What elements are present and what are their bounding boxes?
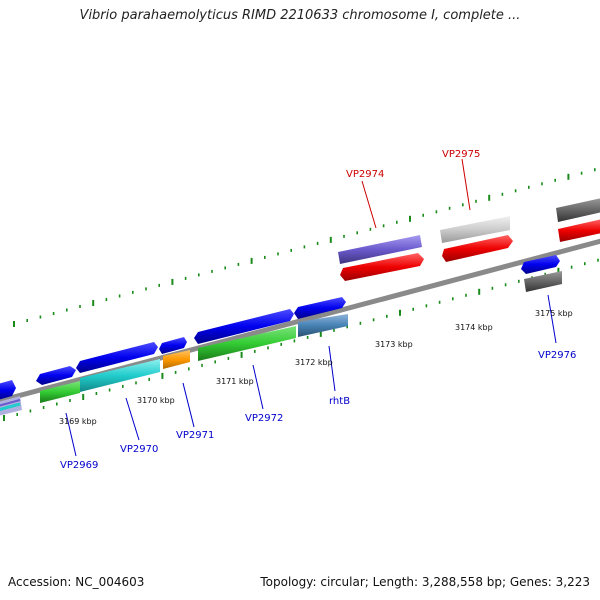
leader-lines bbox=[65, 158, 557, 457]
gene-blue-2[interactable] bbox=[76, 342, 158, 373]
gene-label-VP2972[interactable]: VP2972 bbox=[245, 413, 283, 424]
gene-partial-purple-left bbox=[0, 399, 21, 407]
gene-dark-right-lower[interactable] bbox=[524, 271, 562, 292]
tick-row-upper bbox=[13, 168, 596, 327]
gene-label-VP2976[interactable]: VP2976 bbox=[538, 350, 576, 361]
gene-rhtB[interactable] bbox=[298, 314, 348, 337]
kbp-label-3175: 3175 kbp bbox=[535, 309, 573, 318]
gene-label-VP2971[interactable]: VP2971 bbox=[176, 430, 214, 441]
gene-blue-4[interactable] bbox=[194, 309, 294, 344]
gene-VP2975[interactable] bbox=[442, 235, 513, 262]
kbp-label-3170: 3170 kbp bbox=[137, 396, 175, 405]
map-title: Vibrio parahaemolyticus RIMD 2210633 chr… bbox=[79, 8, 521, 23]
gene-label-VP2975[interactable]: VP2975 bbox=[442, 149, 480, 160]
gene-label-VP2969[interactable]: VP2969 bbox=[60, 460, 98, 471]
gene-blue-3[interactable] bbox=[159, 337, 187, 354]
gene-labels[interactable]: VP2969 VP2970 VP2971 VP2972 rhtB VP2974 … bbox=[60, 149, 576, 471]
gene-VP2969[interactable] bbox=[40, 381, 80, 403]
kbp-label-3172: 3172 kbp bbox=[295, 358, 333, 367]
kbp-label-3174: 3174 kbp bbox=[455, 323, 493, 332]
gene-dark-right-upper[interactable] bbox=[556, 198, 600, 222]
gene-red-right[interactable] bbox=[558, 219, 600, 242]
gene-VP2970[interactable] bbox=[80, 359, 160, 392]
gene-label-VP2970[interactable]: VP2970 bbox=[120, 444, 158, 455]
tick-row-lower bbox=[3, 258, 599, 421]
kbp-label-3173: 3173 kbp bbox=[375, 340, 413, 349]
gene-VP2974[interactable] bbox=[340, 253, 424, 281]
gene-label-rhtB[interactable]: rhtB bbox=[329, 396, 350, 407]
gene-VP2972[interactable] bbox=[198, 326, 296, 361]
gene-VP2976[interactable] bbox=[521, 255, 560, 274]
kbp-labels: 3169 kbp 3170 kbp 3171 kbp 3172 kbp 3173… bbox=[59, 309, 573, 426]
gene-blue-5[interactable] bbox=[294, 297, 346, 319]
gene-partial-cyan-left bbox=[0, 402, 21, 412]
topology-summary-text: Topology: circular; Length: 3,288,558 bp… bbox=[260, 575, 590, 589]
accession-text: Accession: NC_004603 bbox=[8, 575, 145, 589]
gene-purple-upper[interactable] bbox=[338, 235, 422, 264]
gene-track[interactable] bbox=[0, 198, 600, 416]
gene-VP2971[interactable] bbox=[163, 350, 190, 369]
kbp-label-3169: 3169 kbp bbox=[59, 417, 97, 426]
gene-blue-1[interactable] bbox=[36, 366, 76, 385]
kbp-label-3171: 3171 kbp bbox=[216, 377, 254, 386]
gene-VP2975-upper[interactable] bbox=[440, 216, 510, 243]
gene-partial-blue-left[interactable] bbox=[0, 380, 16, 400]
gene-label-VP2974[interactable]: VP2974 bbox=[346, 169, 384, 180]
